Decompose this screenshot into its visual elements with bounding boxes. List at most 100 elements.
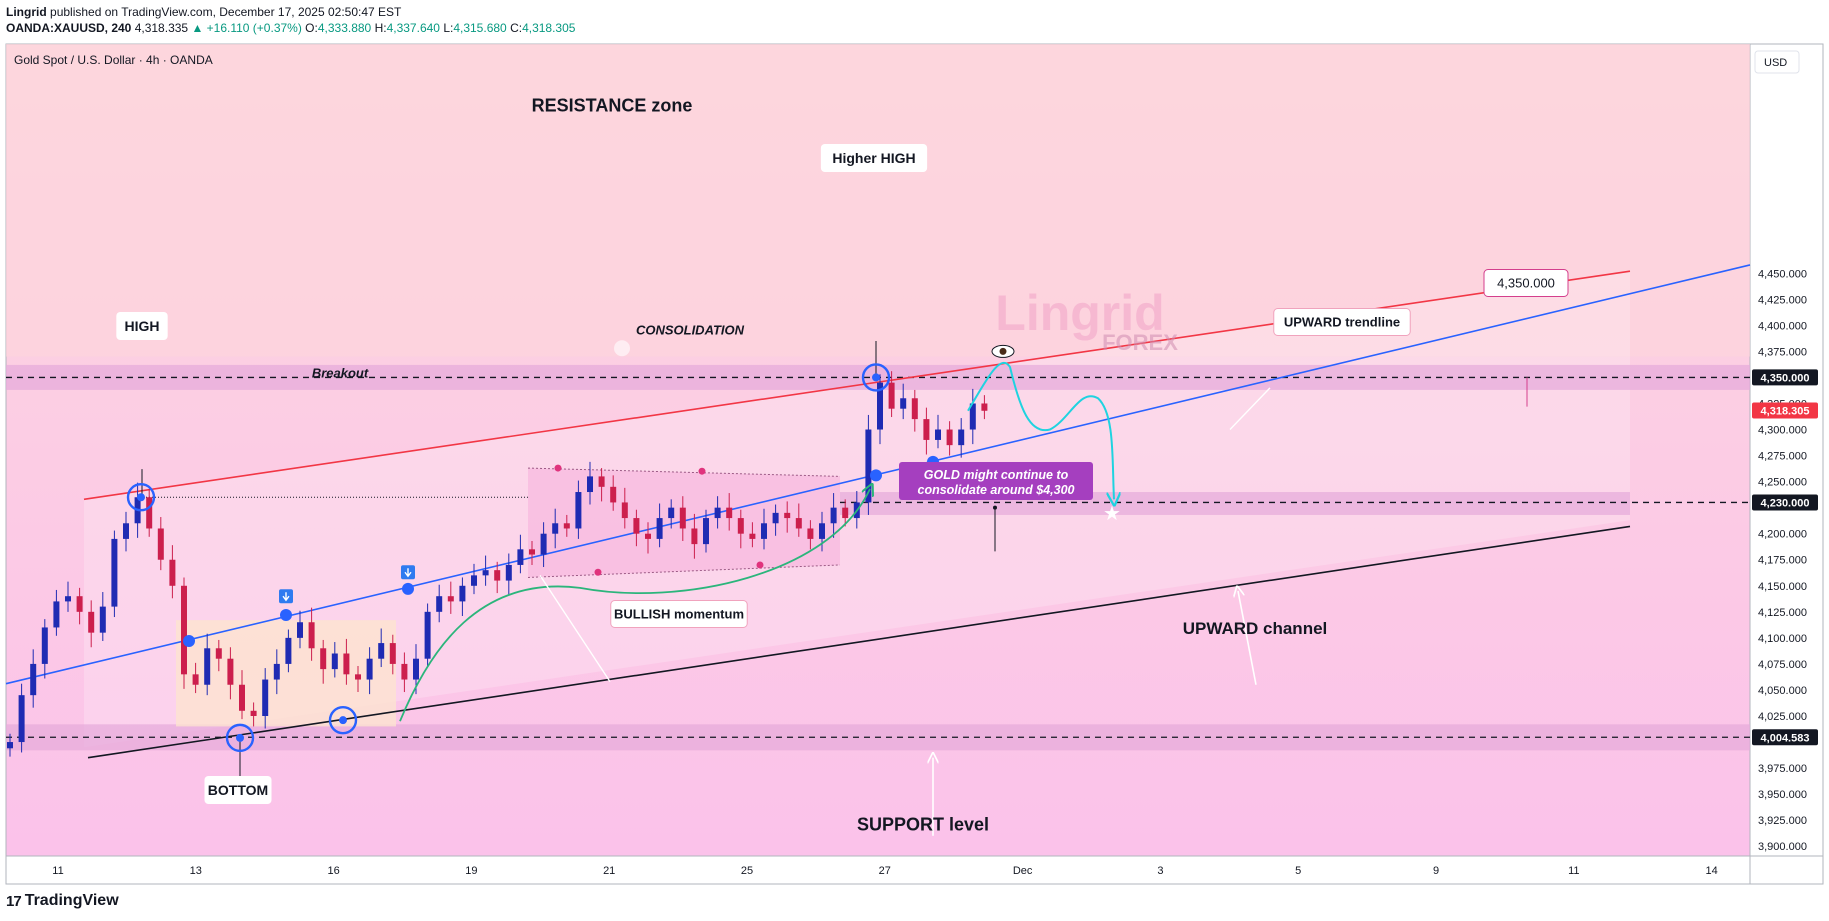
candle-body bbox=[262, 679, 269, 716]
y-tick-label: 3,925.000 bbox=[1758, 815, 1807, 827]
publisher-name[interactable]: Lingrid bbox=[6, 5, 47, 19]
candle-body bbox=[761, 523, 767, 539]
candle-body bbox=[239, 684, 245, 711]
high-label: H: bbox=[374, 21, 387, 35]
pivot-circle-3 bbox=[328, 705, 358, 735]
candle-body bbox=[819, 523, 825, 539]
open-label: O: bbox=[305, 21, 318, 35]
bullish-label-box bbox=[610, 600, 748, 628]
candle-body bbox=[598, 476, 605, 487]
range-box bbox=[176, 620, 396, 727]
y-tick-label: 4,250.000 bbox=[1758, 477, 1807, 489]
candle-body bbox=[645, 533, 651, 539]
price-axis-background bbox=[1750, 44, 1823, 856]
upward-trendline-label-box bbox=[1273, 308, 1411, 336]
candle-body bbox=[830, 507, 837, 524]
candle-body bbox=[691, 528, 698, 545]
consolidation-bottom-line bbox=[527, 564, 841, 578]
x-tick-label: 9 bbox=[1433, 865, 1439, 877]
candle-body bbox=[320, 648, 327, 670]
high-label: HIGH bbox=[125, 318, 160, 334]
trendline-pointer bbox=[1229, 387, 1271, 431]
higher-high-label-box bbox=[820, 144, 928, 172]
eye-pupil-icon bbox=[999, 347, 1007, 355]
candle-body bbox=[389, 643, 396, 664]
candle-body bbox=[969, 403, 976, 430]
x-tick-label: 14 bbox=[1705, 865, 1717, 877]
candle-body bbox=[447, 596, 454, 602]
candle-body bbox=[99, 606, 106, 633]
candle-body bbox=[343, 653, 350, 675]
candle-body bbox=[76, 596, 83, 612]
candle-body bbox=[935, 429, 941, 440]
candle-body bbox=[911, 398, 918, 420]
candle-body bbox=[946, 429, 953, 446]
candle-body bbox=[401, 663, 408, 680]
pivot-circle-2 bbox=[225, 723, 255, 753]
candle-body bbox=[459, 585, 466, 602]
published-text: published on TradingView.com, December 1… bbox=[50, 5, 402, 19]
watermark-text-1: Lingrid bbox=[995, 285, 1164, 341]
bullish-curve bbox=[399, 489, 870, 722]
footer-brand-text: TradingView bbox=[24, 892, 119, 909]
y-tick-label: 3,900.000 bbox=[1758, 841, 1807, 853]
watermark-text-2: FOREX bbox=[1102, 330, 1178, 355]
y-tick-label: 4,125.000 bbox=[1758, 607, 1807, 619]
candle-body bbox=[424, 611, 431, 659]
x-tick-label: 19 bbox=[465, 865, 477, 877]
x-tick-label: 5 bbox=[1295, 865, 1301, 877]
candle-body bbox=[227, 658, 234, 685]
low-label: L: bbox=[443, 21, 454, 35]
currency-button[interactable] bbox=[1754, 50, 1800, 74]
y-tick-label: 4,400.000 bbox=[1758, 320, 1807, 332]
resistance-area bbox=[6, 44, 1750, 357]
candle-body bbox=[215, 648, 222, 659]
candle-body bbox=[273, 663, 280, 680]
candle-body bbox=[981, 403, 988, 411]
ohlc-line: OANDA:XAUUSD, 240 4,318.335 ▲ +16.110 (+… bbox=[6, 20, 575, 36]
candle-body bbox=[181, 585, 187, 675]
y-tick-label: 4,275.000 bbox=[1758, 451, 1807, 463]
tradingview-logo-icon: 17 bbox=[6, 892, 22, 910]
target-label: 4,350.000 bbox=[1497, 276, 1555, 291]
candle-body bbox=[308, 622, 315, 649]
symbol-label[interactable]: OANDA:XAUUSD, 240 bbox=[6, 21, 132, 35]
candle-body bbox=[784, 512, 791, 519]
footer-brand[interactable]: 17 TradingView bbox=[6, 892, 119, 910]
consolidation-top-line bbox=[527, 467, 841, 477]
x-tick-label: 11 bbox=[1568, 865, 1579, 877]
time-axis-background bbox=[6, 856, 1823, 884]
candle-body bbox=[703, 518, 709, 545]
y-tick-label: 4,175.000 bbox=[1758, 555, 1807, 567]
trend-touch-dot bbox=[402, 582, 414, 595]
candle-body bbox=[111, 538, 118, 607]
price-tag-label: 4,350.000 bbox=[1761, 372, 1810, 384]
candle-body bbox=[517, 549, 524, 565]
candle-body bbox=[250, 710, 257, 716]
y-tick-label: 4,150.000 bbox=[1758, 581, 1807, 593]
candle-body bbox=[900, 398, 907, 409]
bottom-label-box bbox=[204, 776, 272, 804]
price-tag-label: 4,230.000 bbox=[1761, 497, 1810, 509]
candle-body bbox=[668, 507, 675, 519]
candle-body bbox=[482, 570, 489, 576]
price-tag-label: 4,318.305 bbox=[1761, 405, 1810, 417]
y-tick-label: 4,425.000 bbox=[1758, 294, 1807, 306]
support-label: SUPPORT level bbox=[857, 814, 989, 834]
candle-body bbox=[587, 476, 593, 493]
candle-body bbox=[65, 596, 71, 602]
candle-body bbox=[540, 533, 547, 555]
pivot-dot-0 bbox=[137, 493, 145, 502]
down-arrow-glyph bbox=[404, 568, 412, 578]
publish-line: Lingrid published on TradingView.com, De… bbox=[6, 4, 575, 20]
y-tick-label: 4,025.000 bbox=[1758, 711, 1807, 723]
candle-body bbox=[749, 533, 756, 539]
price-tag-box bbox=[1752, 729, 1818, 746]
candle-body bbox=[505, 564, 512, 581]
last-price: 4,318.335 bbox=[134, 21, 189, 35]
candle-body bbox=[714, 507, 721, 519]
y-tick-label: 4,375.000 bbox=[1758, 346, 1807, 358]
x-tick-label: 16 bbox=[327, 865, 339, 877]
callout-box bbox=[899, 462, 1093, 500]
